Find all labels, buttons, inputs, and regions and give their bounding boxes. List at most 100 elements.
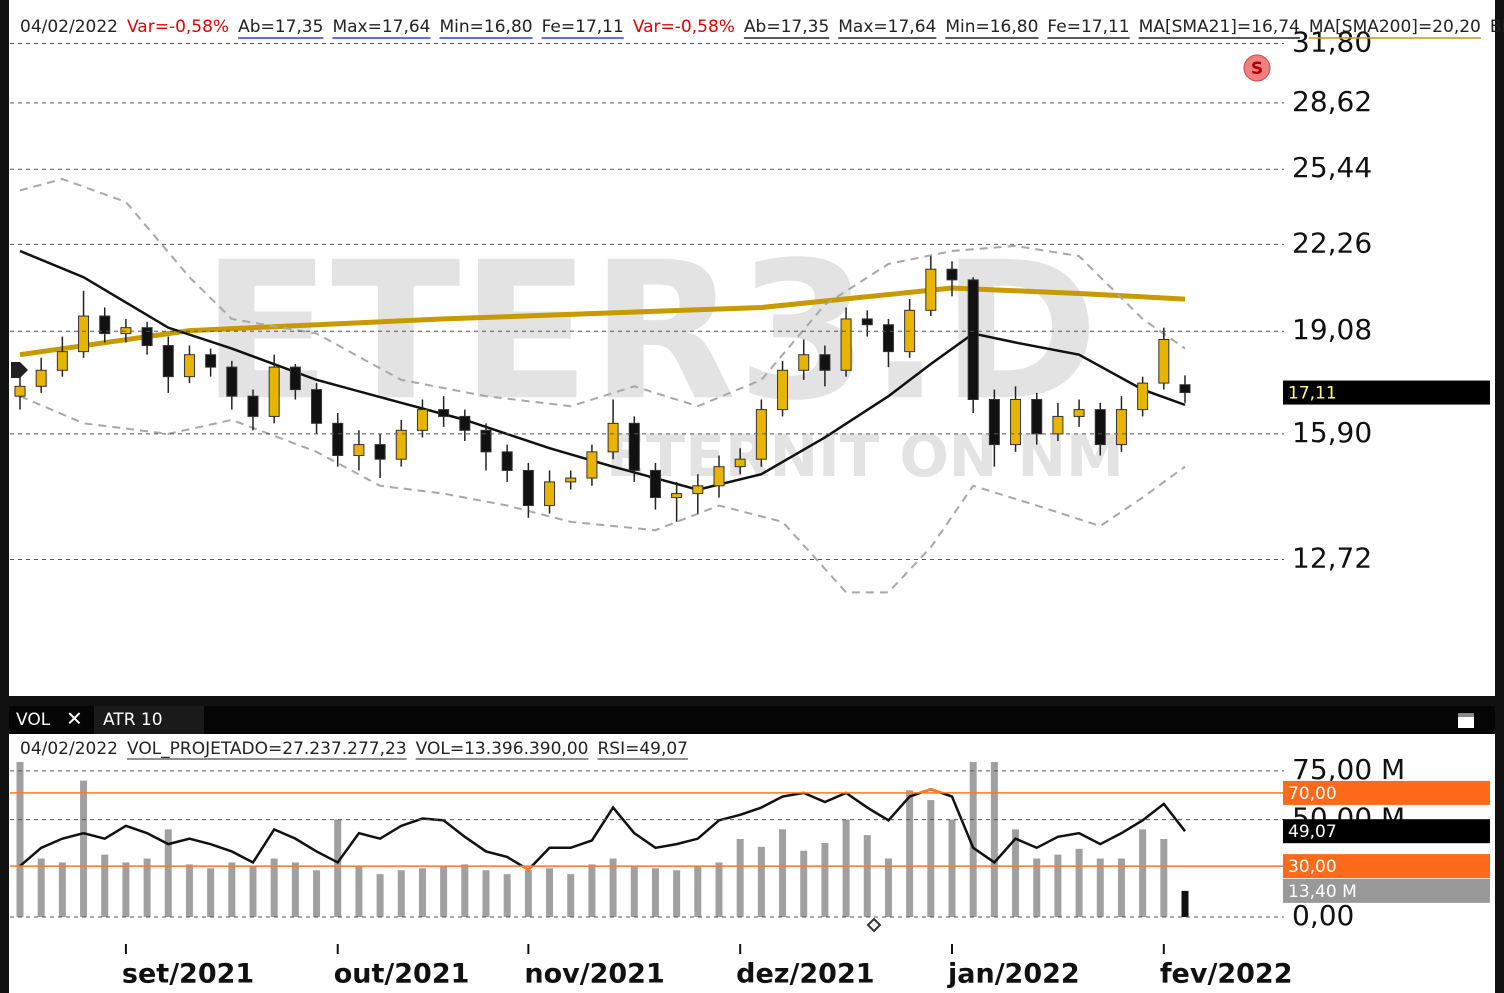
last-price-label: 17,11 bbox=[1288, 384, 1337, 404]
candle-body bbox=[1179, 384, 1191, 394]
header-field: Min=16,80 bbox=[440, 17, 533, 37]
volume-bar bbox=[207, 868, 215, 917]
candle-body bbox=[1094, 409, 1106, 446]
volume-bar bbox=[122, 862, 130, 917]
candle-body bbox=[544, 481, 556, 507]
volume-bar bbox=[355, 866, 363, 917]
volume-bar bbox=[757, 846, 765, 917]
candle-body bbox=[332, 422, 344, 457]
volume-bar bbox=[927, 800, 935, 917]
candle-body bbox=[565, 477, 577, 483]
volume-bar bbox=[228, 862, 236, 917]
candle-body bbox=[988, 399, 1000, 446]
volume-bar bbox=[101, 854, 109, 917]
volume-bar bbox=[990, 762, 998, 917]
candle-body bbox=[755, 409, 767, 460]
candle-body bbox=[607, 422, 619, 453]
volume-last-label: 13,40 M bbox=[1288, 882, 1357, 902]
candle-body bbox=[14, 385, 26, 397]
tab[interactable]: VOL bbox=[16, 710, 51, 730]
volume-last-box bbox=[1283, 878, 1490, 903]
volume-bar bbox=[524, 870, 532, 917]
candle-body bbox=[798, 354, 810, 371]
candle-body bbox=[734, 458, 746, 468]
volume-bar bbox=[779, 829, 787, 917]
candle-body bbox=[183, 354, 195, 378]
signal-icon[interactable] bbox=[1243, 54, 1271, 82]
volume-bar bbox=[588, 864, 596, 917]
left-border bbox=[0, 0, 9, 993]
candle-body bbox=[226, 366, 238, 397]
candle-body bbox=[1010, 399, 1022, 446]
tab[interactable]: ATR 10 bbox=[103, 710, 163, 730]
rsi-line bbox=[19, 787, 1186, 872]
volume-bar bbox=[1075, 848, 1083, 917]
header-field: MA[SMA200]=20,20 bbox=[1309, 17, 1481, 37]
indicator-info: 04/02/2022 bbox=[20, 739, 118, 759]
candle-body bbox=[99, 315, 111, 335]
volume-bar bbox=[863, 835, 871, 917]
rsi-last-box bbox=[1283, 819, 1490, 844]
volume-bar bbox=[1033, 858, 1041, 917]
scroll-handle[interactable] bbox=[11, 362, 28, 378]
candle-body bbox=[1115, 409, 1127, 446]
candle-body bbox=[395, 429, 407, 460]
candle-body bbox=[459, 415, 471, 431]
y-tick-label: 15,90 bbox=[1292, 416, 1372, 449]
volume-bar bbox=[249, 866, 257, 917]
header-field: BE bbox=[1490, 17, 1504, 37]
volume-bar bbox=[376, 874, 384, 917]
candle-body bbox=[416, 409, 428, 431]
header-field: Fe=17,11 bbox=[1047, 17, 1129, 37]
candle-body bbox=[649, 469, 661, 499]
candle-body bbox=[120, 327, 132, 335]
header-field: Ab=17,35 bbox=[238, 17, 323, 37]
candle-body bbox=[438, 409, 450, 417]
watermark-subtitle: ETERNIT ON NM bbox=[606, 422, 1124, 490]
volume-bar bbox=[313, 870, 321, 917]
volume-bar bbox=[461, 864, 469, 917]
rsi-level-label: 70,00 bbox=[1288, 784, 1337, 804]
maximize-button-bar bbox=[1458, 713, 1474, 717]
volume-bar bbox=[609, 858, 617, 917]
candle-body bbox=[374, 444, 386, 460]
volume-bar bbox=[546, 868, 554, 917]
volume-bar bbox=[715, 862, 723, 917]
candle-body bbox=[353, 444, 365, 457]
candle-body bbox=[268, 366, 280, 417]
indicator-line bbox=[19, 177, 1186, 408]
candle-body bbox=[713, 466, 725, 487]
volume-bar bbox=[58, 862, 66, 917]
close-tab[interactable]: ✕ bbox=[66, 707, 83, 731]
volume-bar bbox=[630, 866, 638, 917]
volume-bar bbox=[482, 870, 490, 917]
volume-pane bbox=[16, 762, 1189, 917]
rsi-last-label: 49,07 bbox=[1288, 822, 1337, 842]
candle-body bbox=[777, 369, 789, 411]
y-tick-label: 28,62 bbox=[1292, 85, 1372, 118]
candle-body bbox=[141, 327, 153, 347]
x-tick-label: fev/2022 bbox=[1160, 959, 1293, 990]
x-tick-label: dez/2021 bbox=[736, 959, 874, 990]
indicator-line bbox=[19, 285, 1186, 358]
volume-bar bbox=[270, 858, 278, 917]
volume-bar bbox=[1181, 890, 1189, 917]
volume-tick-label: 0,00 bbox=[1292, 899, 1354, 932]
volume-bar bbox=[185, 864, 193, 917]
candle-body bbox=[586, 451, 598, 479]
volume-bar bbox=[906, 790, 914, 917]
x-tick-label: set/2021 bbox=[122, 959, 254, 990]
volume-bar bbox=[884, 858, 892, 917]
volume-bar bbox=[567, 874, 575, 917]
last-price-box bbox=[1283, 380, 1490, 405]
rsi-level-box bbox=[1283, 854, 1490, 879]
volume-bar bbox=[418, 868, 426, 917]
y-tick-label: 22,26 bbox=[1292, 226, 1372, 259]
candle-body bbox=[205, 354, 217, 368]
signal-icon-label: S bbox=[1251, 59, 1263, 79]
volume-bar bbox=[842, 819, 850, 917]
candle-body bbox=[967, 279, 979, 401]
